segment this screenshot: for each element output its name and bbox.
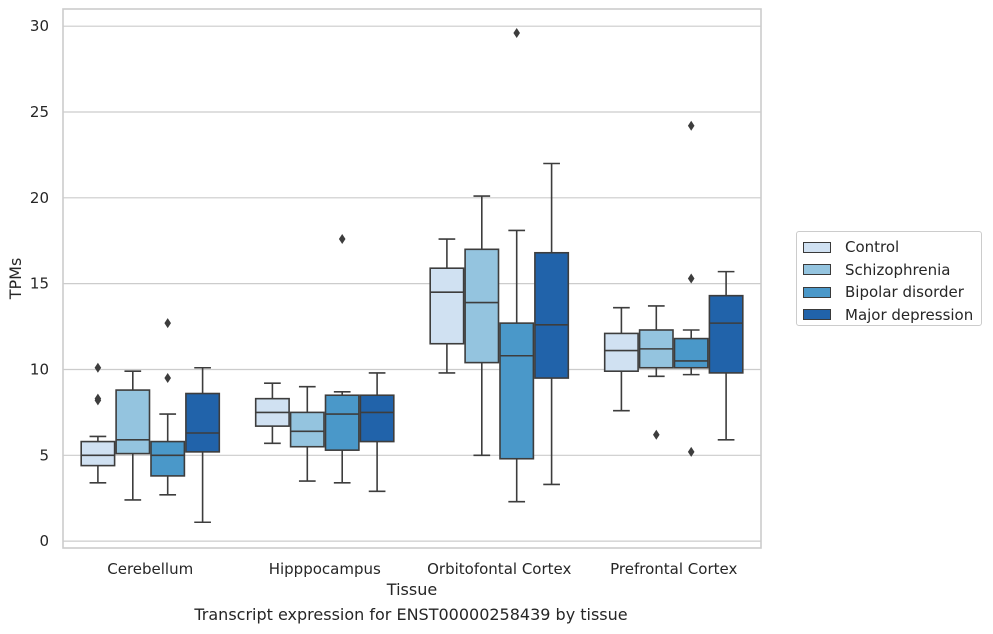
outlier-point xyxy=(164,318,171,329)
outlier-point xyxy=(687,446,695,457)
legend-item: Major depression xyxy=(803,304,981,327)
y-axis-label: TPMs xyxy=(6,258,25,301)
box-2-1 xyxy=(464,195,500,457)
legend-label: Schizophrenia xyxy=(845,260,951,279)
box-3-2 xyxy=(673,120,709,457)
legend-label: Control xyxy=(845,238,900,257)
outlier-point xyxy=(94,395,102,406)
y-tick-label: 0 xyxy=(39,532,49,550)
box-3-0 xyxy=(603,306,639,412)
legend: Control Schizophrenia Bipolar disorder Majo… xyxy=(796,231,982,326)
x-tick-label: Cerebellum xyxy=(107,560,193,578)
outlier-point xyxy=(94,362,102,373)
box-iqr xyxy=(185,392,221,453)
legend-swatch xyxy=(803,309,831,321)
box-iqr xyxy=(673,337,709,369)
legend-item: Control xyxy=(803,236,981,259)
box-1-1 xyxy=(289,385,325,482)
y-tick-label: 30 xyxy=(30,17,49,35)
box-iqr xyxy=(534,251,570,379)
x-tick-label: Orbitofontal Cortex xyxy=(427,560,571,578)
y-tick-label: 20 xyxy=(30,189,49,207)
legend-item: Schizophrenia xyxy=(803,259,981,282)
legend-item: Bipolar disorder xyxy=(803,281,981,304)
y-tick-label: 15 xyxy=(30,275,49,293)
box-iqr xyxy=(603,332,639,372)
box-1-2 xyxy=(324,234,360,484)
x-axis-label: Tissue xyxy=(386,580,437,599)
legend-swatch xyxy=(803,241,831,253)
box-2-0 xyxy=(429,238,465,374)
box-iqr xyxy=(499,322,535,460)
box-0-2 xyxy=(150,318,186,496)
outlier-point xyxy=(513,28,520,39)
outlier-point xyxy=(687,273,695,284)
box-3-3 xyxy=(708,270,744,441)
x-tick-label: Prefrontal Cortex xyxy=(610,560,737,578)
x-tick-labels: Cerebellum Hipppocampus Orbitofontal Corte… xyxy=(107,560,737,578)
box-groups xyxy=(80,28,744,524)
outlier-point xyxy=(338,234,346,245)
legend-label: Bipolar disorder xyxy=(845,283,964,302)
outlier-point xyxy=(164,373,171,384)
y-tick-label: 5 xyxy=(39,446,49,464)
box-2-3 xyxy=(534,162,570,486)
box-iqr xyxy=(708,294,744,374)
legend-swatch xyxy=(803,286,831,298)
legend-swatch xyxy=(803,264,831,276)
legend-label: Major depression xyxy=(845,305,974,324)
x-tick-label: Hipppocampus xyxy=(269,560,381,578)
box-0-3 xyxy=(185,366,221,524)
box-iqr xyxy=(289,411,325,448)
box-3-1 xyxy=(638,305,674,440)
box-iqr xyxy=(150,440,186,477)
box-1-0 xyxy=(254,382,290,445)
box-2-2 xyxy=(499,28,535,503)
plot-frame xyxy=(62,8,762,549)
box-iqr xyxy=(429,267,465,345)
box-0-1 xyxy=(115,370,151,501)
box-iqr xyxy=(324,394,360,451)
y-tick-labels: 0 5 10 15 20 25 30 xyxy=(30,17,49,550)
outlier-point xyxy=(653,429,660,440)
y-tick-label: 25 xyxy=(30,103,49,121)
box-1-3 xyxy=(359,372,395,493)
box-iqr xyxy=(359,394,395,443)
outlier-point xyxy=(687,120,695,131)
box-iqr xyxy=(464,248,500,364)
y-tick-label: 10 xyxy=(30,360,49,378)
chart-caption: Transcript expression for ENST0000025843… xyxy=(194,605,628,624)
box-iqr xyxy=(115,389,151,455)
box-iqr xyxy=(80,440,116,467)
box-0-0 xyxy=(80,362,116,484)
